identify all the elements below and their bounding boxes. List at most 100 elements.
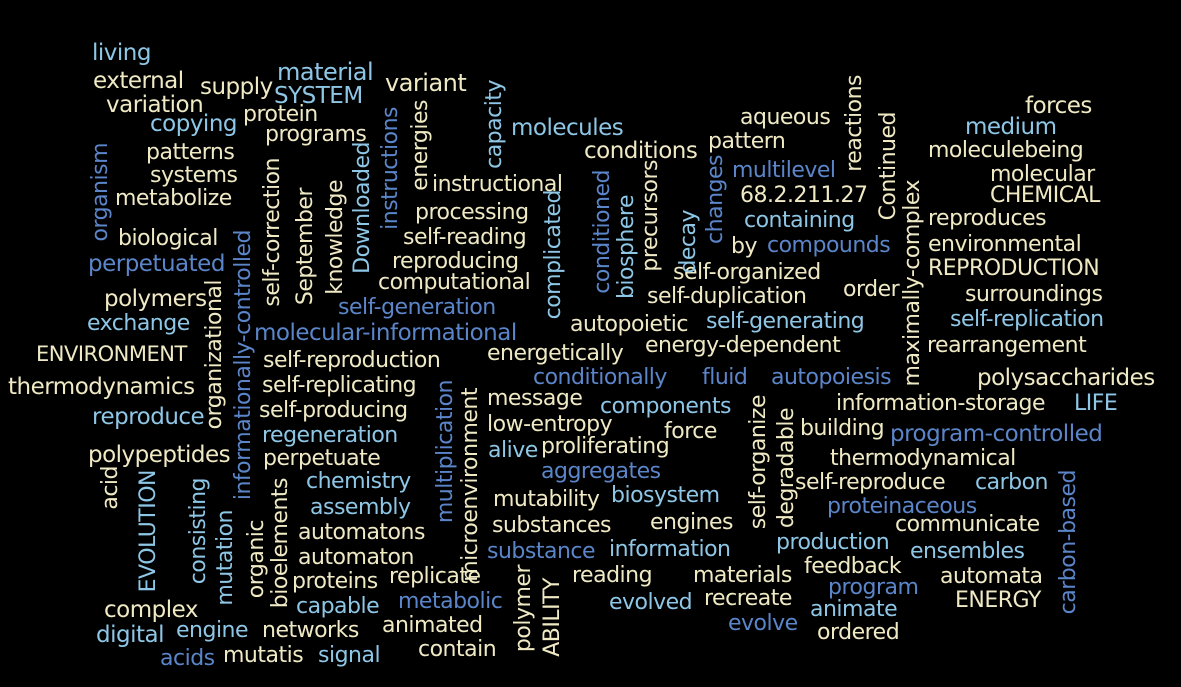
- word: self-generation: [338, 295, 496, 320]
- word: processing: [415, 200, 529, 225]
- word: regeneration: [262, 423, 398, 448]
- word-vertical: Continued: [876, 112, 901, 221]
- word: production: [776, 530, 890, 555]
- word: substances: [492, 513, 611, 538]
- word: polypeptides: [88, 442, 231, 468]
- word: automata: [940, 564, 1043, 589]
- word: replicate: [389, 564, 481, 589]
- word: 68.2.211.27: [740, 183, 868, 208]
- word: thermodynamical: [830, 446, 1016, 471]
- word: perpetuate: [263, 446, 381, 471]
- word: computational: [378, 270, 531, 295]
- word: SYSTEM: [274, 83, 363, 109]
- word: systems: [150, 163, 238, 188]
- word: conditionally: [533, 365, 667, 390]
- word: reproducing: [392, 249, 519, 274]
- word: surroundings: [965, 282, 1103, 307]
- word: mutatis: [223, 643, 304, 668]
- word: communicate: [895, 512, 1040, 537]
- word: components: [600, 394, 731, 419]
- word: REPRODUCTION: [928, 256, 1100, 281]
- word: CHEMICAL: [990, 183, 1100, 208]
- word: evolve: [728, 611, 798, 636]
- word-vertical: organism: [88, 143, 113, 242]
- word-vertical: organic: [244, 520, 269, 599]
- word: molecules: [511, 115, 624, 141]
- word-vertical: consisting: [186, 478, 211, 585]
- word: molecular-informational: [254, 320, 517, 346]
- word: substance: [487, 539, 596, 564]
- word: automatons: [298, 520, 425, 545]
- word-vertical: complicated: [541, 190, 566, 320]
- word: program: [828, 575, 919, 600]
- word: information: [609, 537, 731, 562]
- word: carbon: [975, 470, 1049, 495]
- word: programs: [265, 122, 367, 147]
- word: variation: [106, 92, 204, 118]
- word: living: [92, 40, 151, 66]
- word-vertical: conditioned: [590, 170, 615, 294]
- word: reproduces: [928, 206, 1047, 231]
- word: ENERGY: [955, 588, 1041, 613]
- word: complex: [104, 597, 198, 623]
- word-vertical: informationally-controlled: [231, 230, 256, 501]
- word-vertical: microenvironment: [458, 388, 483, 582]
- word: patterns: [146, 140, 235, 165]
- word-vertical: EVOLUTION: [136, 470, 161, 593]
- word-vertical: acid: [98, 466, 123, 510]
- word: perpetuated: [88, 251, 225, 277]
- word: proteinaceous: [827, 494, 977, 519]
- word: evolved: [609, 590, 693, 615]
- word: self-organized: [673, 260, 821, 285]
- word: automaton: [298, 545, 414, 570]
- word: biological: [118, 226, 218, 251]
- word: mutability: [493, 487, 600, 512]
- word-vertical: ABILITY: [540, 578, 565, 657]
- word-vertical: carbon-based: [1056, 470, 1081, 615]
- word: self-replicating: [262, 373, 417, 398]
- word: building: [800, 416, 885, 441]
- word-vertical: biosphere: [614, 195, 639, 300]
- word: self-reading: [403, 225, 527, 250]
- word: alive: [488, 438, 538, 463]
- word-vertical: instructions: [378, 107, 403, 230]
- word: engine: [176, 618, 249, 643]
- word: program-controlled: [890, 421, 1103, 447]
- word: ensembles: [910, 539, 1025, 564]
- word: thermodynamics: [8, 374, 195, 400]
- word: pattern: [708, 129, 786, 154]
- word: contain: [418, 637, 497, 662]
- word-vertical: changes: [703, 155, 728, 244]
- word: compounds: [767, 233, 891, 258]
- word: self-duplication: [647, 284, 807, 309]
- word: networks: [262, 618, 359, 643]
- word: low-entropy: [487, 412, 613, 437]
- word: proliferating: [541, 434, 670, 459]
- word: exchange: [87, 311, 190, 336]
- word: energy-dependent: [645, 333, 841, 358]
- word: message: [487, 386, 583, 411]
- word: self-replication: [950, 307, 1104, 332]
- word: force: [664, 419, 717, 444]
- word: information-storage: [836, 391, 1046, 416]
- word: materials: [693, 563, 792, 588]
- word: animate: [810, 597, 898, 622]
- word: acids: [160, 646, 215, 671]
- word: capable: [296, 594, 380, 619]
- word: recreate: [704, 586, 792, 611]
- word-vertical: self-correction: [260, 158, 285, 307]
- word: rearrangement: [927, 333, 1087, 358]
- word: metabolize: [115, 186, 232, 211]
- word: multilevel: [732, 158, 836, 183]
- word: copying: [150, 111, 238, 137]
- word-vertical: capacity: [482, 80, 507, 169]
- word: engines: [650, 510, 734, 535]
- word-vertical: multiplication: [433, 380, 458, 524]
- word: ordered: [817, 620, 900, 645]
- word: LIFE: [1074, 391, 1118, 416]
- word: reading: [572, 563, 653, 588]
- word: aggregates: [541, 459, 661, 484]
- word: fluid: [702, 365, 748, 390]
- word: reproduce: [92, 404, 205, 430]
